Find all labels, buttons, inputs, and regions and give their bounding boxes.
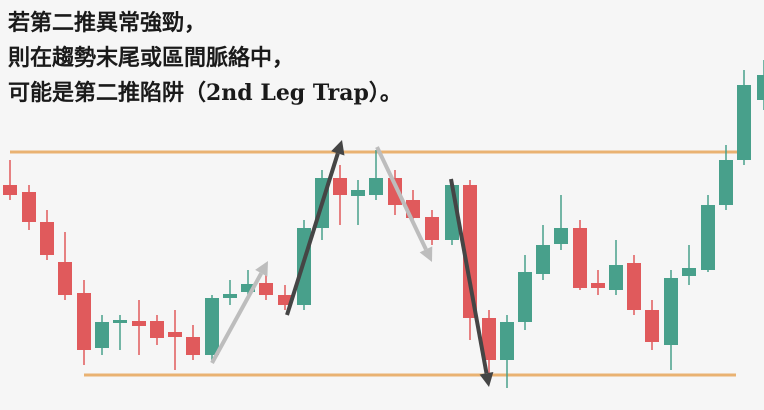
arrow-head: [255, 261, 268, 277]
candle-body: [719, 160, 733, 205]
candle-body: [645, 310, 659, 342]
candle-body: [113, 320, 127, 323]
candle-body: [205, 298, 219, 355]
candle-body: [701, 205, 715, 270]
candle-body: [463, 185, 477, 318]
arrow-shaft: [210, 272, 264, 364]
arrow-head: [331, 140, 345, 156]
candle-body: [500, 322, 514, 360]
candle-body: [554, 228, 568, 244]
caption-line: 若第二推異常強勁，: [8, 10, 206, 36]
candle-body: [518, 272, 532, 322]
candle-body: [536, 245, 550, 274]
candle-body: [132, 321, 146, 326]
candle-body: [168, 332, 182, 337]
candle-body: [241, 284, 255, 292]
candle-body: [425, 217, 439, 240]
candle-body: [482, 318, 496, 360]
candle-body: [58, 262, 72, 295]
candle-body: [186, 337, 200, 355]
candle-body: [22, 192, 36, 222]
candle-body: [682, 268, 696, 276]
arrow-shaft: [449, 178, 489, 374]
arrow-shaft: [375, 146, 428, 251]
candle-body: [573, 228, 587, 288]
candle-body: [627, 263, 641, 310]
candle-body: [150, 321, 164, 338]
candle-body: [664, 278, 678, 345]
candle-body: [40, 222, 54, 255]
candle-body: [333, 178, 347, 195]
candle-body: [223, 294, 237, 298]
candle-body: [388, 178, 402, 205]
candle-body: [591, 283, 605, 288]
arrows: [210, 140, 494, 387]
candle-body: [3, 185, 17, 195]
candle-body: [757, 75, 764, 100]
arrow-head: [419, 246, 433, 262]
candle-body: [259, 283, 273, 295]
candle-body: [77, 293, 91, 350]
candle-body: [369, 178, 383, 195]
caption-line: 可能是第二推陷阱（2nd Leg Trap）。: [8, 80, 402, 106]
arrow-shaft: [285, 152, 340, 316]
candle-body: [609, 265, 623, 290]
candle-body: [737, 85, 751, 160]
arrow-head: [479, 371, 494, 387]
caption-line: 則在趨勢末尾或區間脈絡中，: [8, 45, 294, 71]
candle-body: [351, 190, 365, 196]
candle-body: [278, 295, 292, 305]
candle-body: [95, 322, 109, 348]
